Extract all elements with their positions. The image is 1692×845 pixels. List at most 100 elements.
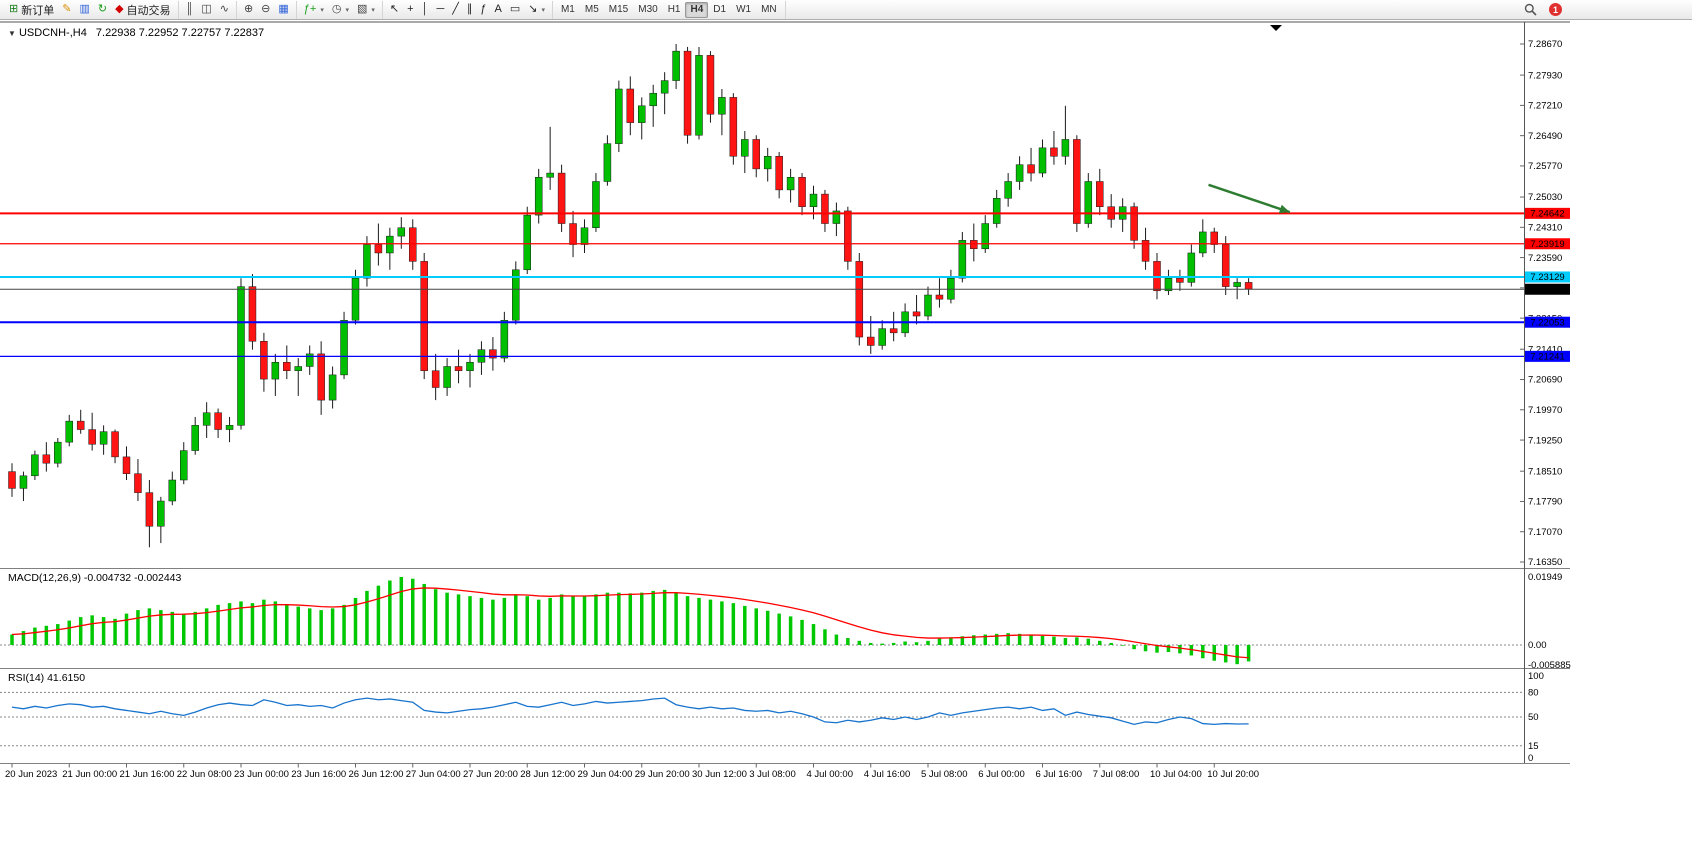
channel-button[interactable]: ∥ [463, 2, 477, 18]
zoom-out-button[interactable]: ⊖ [257, 2, 274, 18]
autotrade-button[interactable]: ◆ 自动交易 [111, 2, 174, 18]
horizontal-line-objects[interactable]: 7.24642 7.23919 7.23129 7.22053 7.21241 [0, 207, 1570, 363]
svg-text:7.22053: 7.22053 [1530, 317, 1564, 328]
svg-text:10 Jul 04:00: 10 Jul 04:00 [1150, 769, 1202, 780]
svg-text:7.28670: 7.28670 [1528, 39, 1562, 50]
svg-text:6 Jul 16:00: 6 Jul 16:00 [1036, 769, 1082, 780]
metaeditor-button[interactable]: ✎ [58, 2, 75, 18]
svg-text:4 Jul 00:00: 4 Jul 00:00 [807, 769, 853, 780]
svg-text:100: 100 [1528, 671, 1544, 682]
toolbar-right: 1 [1524, 3, 1562, 16]
svg-text:30 Jun 12:00: 30 Jun 12:00 [692, 769, 747, 780]
crosshair-button[interactable]: + [403, 2, 417, 18]
refresh-icon: ↻ [97, 3, 108, 15]
new-order-button[interactable]: ⊞ 新订单 [5, 2, 58, 18]
timeframe-button-mn[interactable]: MN [756, 2, 782, 18]
indicators-button[interactable]: ƒ+ ▾ [300, 2, 328, 18]
fibonacci-button[interactable]: ƒ [476, 2, 490, 18]
svg-text:26 Jun 12:00: 26 Jun 12:00 [349, 769, 404, 780]
timeframe-button-m1[interactable]: M1 [556, 2, 580, 18]
svg-text:7.17070: 7.17070 [1528, 527, 1562, 538]
periods-button[interactable]: ◷ ▾ [328, 2, 353, 18]
rsi-panel: 100 80 50 150 [0, 671, 1544, 764]
line-chart-button[interactable]: ∿ [216, 2, 233, 18]
svg-text:3 Jul 08:00: 3 Jul 08:00 [749, 769, 795, 780]
autotrade-button-label: 自动交易 [126, 4, 171, 17]
timeframe-button-m30[interactable]: M30 [633, 2, 662, 18]
chart-canvas[interactable]: 7.28670 7.27930 7.27210 7.26490 7.25770 7.250… [0, 20, 1692, 845]
horizontal-line-button[interactable]: ─ [432, 2, 448, 18]
cursor-button[interactable]: ↖ [386, 2, 403, 18]
svg-text:5 Jul 08:00: 5 Jul 08:00 [921, 769, 967, 780]
svg-text:7.21241: 7.21241 [1530, 352, 1564, 363]
svg-text:7.25770: 7.25770 [1528, 161, 1562, 172]
macd-signal-line [11, 587, 1249, 659]
svg-text:7.25030: 7.25030 [1528, 192, 1562, 203]
svg-text:29 Jun 20:00: 29 Jun 20:00 [635, 769, 690, 780]
toolbar-group-zoom: ⊕ ⊖ ▦ [237, 0, 297, 19]
chart-symbol-dropdown-icon[interactable]: ▼ [8, 29, 16, 38]
svg-text:22 Jun 08:00: 22 Jun 08:00 [177, 769, 232, 780]
svg-text:21 Jun 00:00: 21 Jun 00:00 [62, 769, 117, 780]
timeframe-button-m5[interactable]: M5 [580, 2, 604, 18]
toolbar-groups: ⊞ 新订单 ✎ ▥ ↻ ◆ 自动交易 ║ ◫ ∿ ⊕ ⊖ ▦ ƒ+ ▾ ◷ ▾ ▧ ▾ ↖ + │ ─ ╱ ∥ ƒ A ▭ ↘ ▾ M1 M5… [2, 0, 786, 19]
chevron-down-icon: ▾ [320, 6, 324, 14]
chevron-down-icon: ▾ [345, 6, 349, 14]
timeframe-button-h4[interactable]: H4 [685, 1, 709, 18]
horizontal-line-icon: ─ [436, 3, 445, 15]
search-icon[interactable] [1524, 3, 1537, 16]
svg-text:7.20690: 7.20690 [1528, 375, 1562, 386]
editor-icon: ✎ [62, 3, 72, 15]
market-watch-button[interactable]: ▥ [75, 2, 93, 18]
toolbar-group-timeframes: M1 M5 M15 M30 H1 H4 D1 W1 MN [553, 0, 786, 19]
svg-text:7.19250: 7.19250 [1528, 435, 1562, 446]
svg-text:7.26490: 7.26490 [1528, 131, 1562, 142]
toolbar-group-chart-modes: ║ ◫ ∿ [179, 0, 237, 19]
chart-title: ▼ USDCNH-,H4 7.22938 7.22952 7.22757 7.2… [8, 27, 264, 39]
svg-text:15: 15 [1528, 741, 1539, 752]
toolbar-group-tools: ↖ + │ ─ ╱ ∥ ƒ A ▭ ↘ ▾ [383, 0, 553, 19]
timeframe-button-w1[interactable]: W1 [731, 2, 756, 18]
svg-text:80: 80 [1528, 688, 1539, 699]
timeframe-button-d1[interactable]: D1 [708, 2, 731, 18]
hline-price-tag [1525, 316, 1570, 328]
svg-text:7 Jul 08:00: 7 Jul 08:00 [1093, 769, 1139, 780]
line-chart-icon: ∿ [219, 3, 229, 15]
arrows-button[interactable]: ↘ ▾ [524, 2, 549, 18]
arrow-object-icon: ↘ [528, 3, 538, 15]
zoom-in-button[interactable]: ⊕ [240, 2, 257, 18]
refresh-button[interactable]: ↻ [94, 2, 111, 18]
svg-text:7.24310: 7.24310 [1528, 223, 1562, 234]
cursor-icon: ↖ [389, 3, 400, 15]
svg-text:27 Jun 20:00: 27 Jun 20:00 [463, 769, 518, 780]
toolbar-group-objects: ƒ+ ▾ ◷ ▾ ▧ ▾ [297, 0, 383, 19]
timeframe-button-m15[interactable]: M15 [604, 2, 633, 18]
candlestick-chart-button[interactable]: ◫ [197, 2, 215, 18]
new-order-icon: ⊞ [9, 3, 19, 15]
timeframe-button-h1[interactable]: H1 [663, 2, 686, 18]
svg-text:-0.005885: -0.005885 [1528, 660, 1571, 671]
bar-chart-icon: ║ [185, 3, 194, 15]
chart-end-marker-icon[interactable] [1270, 25, 1282, 31]
notification-badge[interactable]: 1 [1549, 3, 1562, 16]
svg-text:0.01949: 0.01949 [1528, 572, 1562, 583]
tile-windows-button[interactable]: ▦ [274, 2, 292, 18]
autotrade-icon: ◆ [115, 3, 124, 15]
macd-indicator-label: MACD(12,26,9) -0.004732 -0.002443 [8, 572, 182, 584]
svg-text:7.22837: 7.22837 [1530, 284, 1564, 295]
text-button[interactable]: A [490, 2, 505, 18]
arrow-object[interactable] [1208, 183, 1291, 214]
vertical-line-button[interactable]: │ [418, 2, 433, 18]
templates-button[interactable]: ▧ ▾ [353, 2, 379, 18]
hline-price-tag [1525, 271, 1570, 283]
svg-text:23 Jun 16:00: 23 Jun 16:00 [291, 769, 346, 780]
svg-text:50: 50 [1528, 712, 1539, 723]
trendline-button[interactable]: ╱ [448, 2, 463, 18]
label-button[interactable]: ▭ [506, 2, 524, 18]
bar-chart-button[interactable]: ║ [182, 2, 198, 18]
svg-text:28 Jun 12:00: 28 Jun 12:00 [520, 769, 575, 780]
hline-price-tag [1525, 238, 1570, 250]
svg-text:7.17790: 7.17790 [1528, 497, 1562, 508]
svg-text:0: 0 [1528, 753, 1533, 764]
svg-text:7.23129: 7.23129 [1530, 272, 1564, 283]
